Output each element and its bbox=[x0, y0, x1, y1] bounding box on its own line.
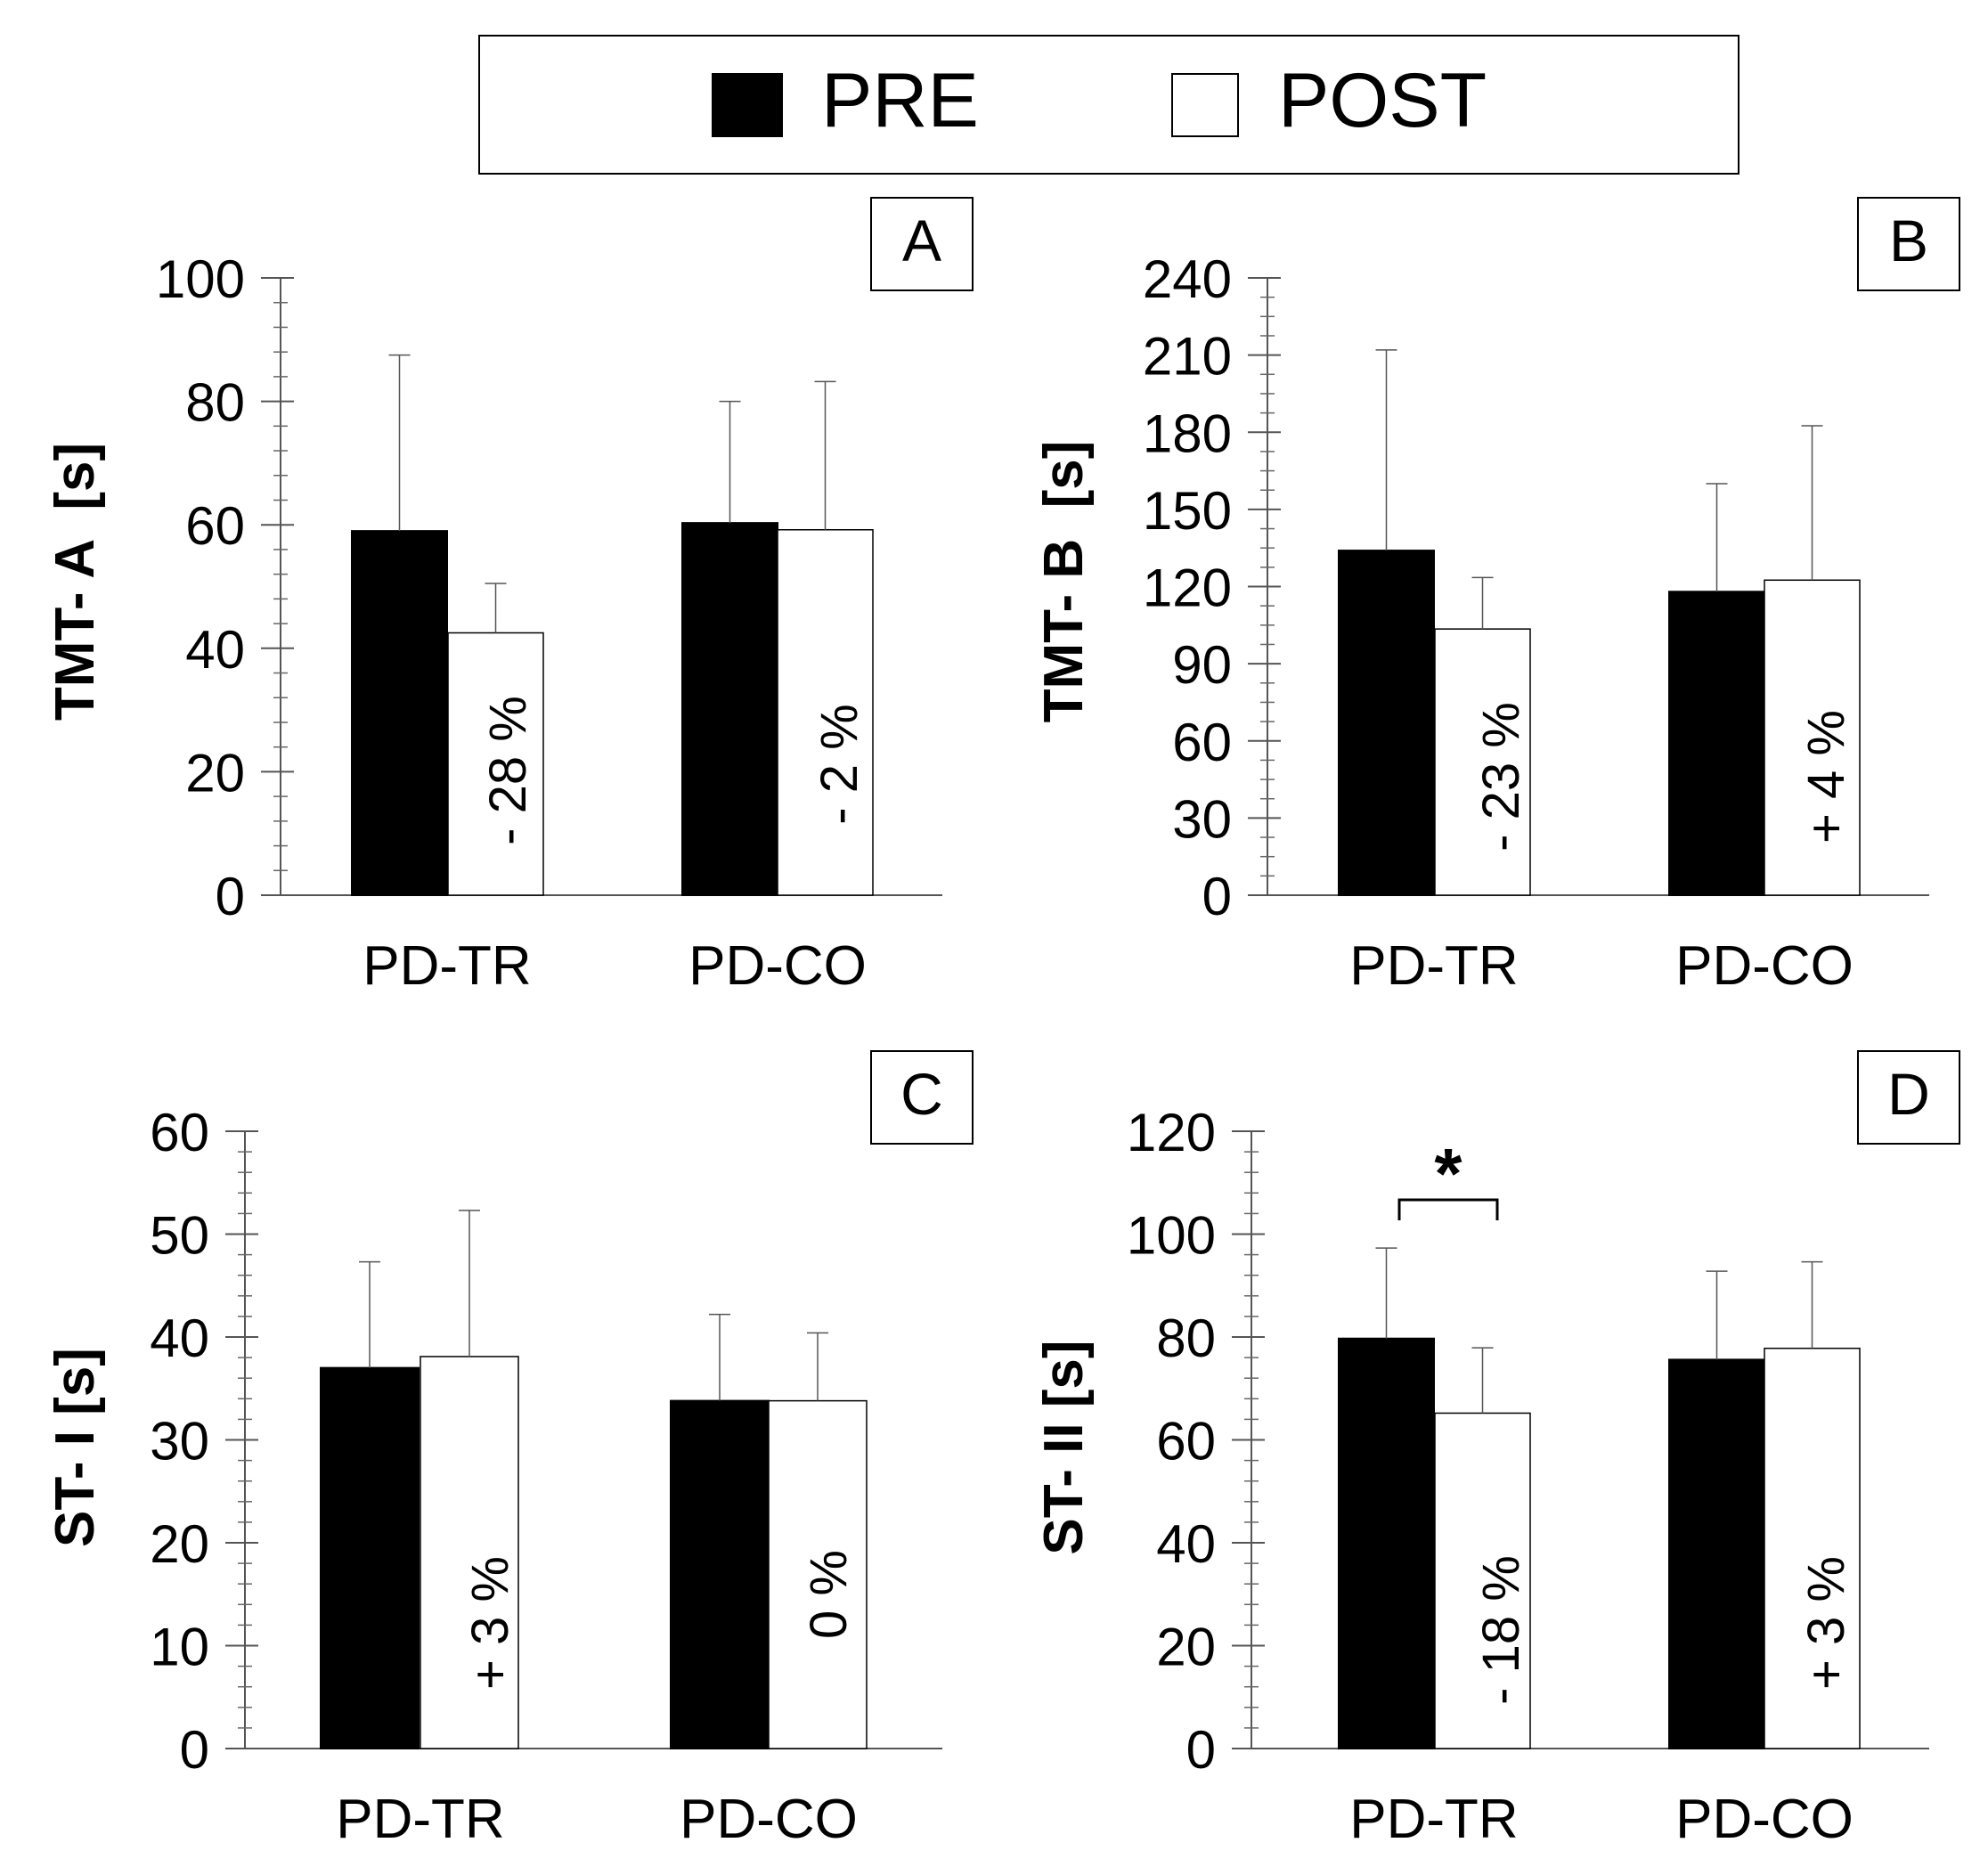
bar-pre bbox=[670, 1399, 770, 1749]
significance-bracket bbox=[1397, 1198, 1499, 1220]
y-tick-label: 180 bbox=[1143, 404, 1232, 463]
y-tick-label: 60 bbox=[185, 496, 245, 556]
y-tick-label: 10 bbox=[150, 1618, 209, 1677]
y-tick-label: 60 bbox=[1172, 713, 1232, 772]
bar-post bbox=[777, 528, 874, 896]
legend-label-pre: PRE bbox=[821, 58, 979, 143]
legend-swatch-post bbox=[1171, 73, 1239, 137]
x-tick-label: PD-TR bbox=[1349, 1789, 1518, 1850]
y-tick-label: 60 bbox=[150, 1103, 209, 1162]
x-tick-label: PD-TR bbox=[336, 1789, 504, 1850]
y-axis-label: ST- I [s] bbox=[45, 1348, 106, 1547]
panel-letter-box bbox=[870, 197, 974, 291]
y-tick-label: 0 bbox=[1186, 1720, 1216, 1780]
y-tick-label: 40 bbox=[185, 620, 245, 680]
x-tick-label: PD-CO bbox=[688, 935, 867, 997]
legend: PRE POST bbox=[478, 35, 1740, 175]
x-tick-label: PD-TR bbox=[363, 935, 531, 997]
x-tick-label: PD-CO bbox=[1675, 1789, 1854, 1850]
change-annotation: + 3 % bbox=[461, 1556, 519, 1690]
change-annotation: - 28 % bbox=[479, 696, 537, 845]
panel-b: B TMT- B [s] PD-TR PD-CO 0 30 60 90 120 150 18… bbox=[1033, 197, 1960, 997]
change-annotation: - 23 % bbox=[1472, 702, 1530, 852]
bar-post bbox=[420, 1356, 519, 1749]
y-tick-label: 40 bbox=[1156, 1514, 1216, 1574]
bar-pre bbox=[681, 522, 778, 896]
bar-post bbox=[1434, 628, 1531, 896]
panel-c: C ST- I [s] PD-TR PD-CO 0 10 20 30 40 50 60 + 3… bbox=[45, 1050, 974, 1850]
change-annotation: + 3 % bbox=[1797, 1556, 1855, 1690]
panel-letter: B bbox=[1889, 208, 1928, 273]
change-annotation: + 4 % bbox=[1797, 710, 1855, 844]
bar-post bbox=[1764, 579, 1861, 896]
panel-a: A TMT- A [s] PD-TR PD-CO 0 20 40 60 80 100 - 2… bbox=[45, 197, 974, 997]
x-tick-label: PD-TR bbox=[1349, 935, 1518, 997]
bar-pre bbox=[1668, 1358, 1765, 1750]
panel-letter-box bbox=[1857, 1050, 1960, 1145]
significance-marker: * bbox=[1434, 1134, 1462, 1213]
bar-pre bbox=[320, 1366, 420, 1750]
bar-post bbox=[1764, 1347, 1861, 1749]
panel-letter-box bbox=[1857, 197, 1960, 291]
y-tick-label: 90 bbox=[1172, 635, 1232, 695]
bar-pre bbox=[351, 530, 448, 896]
y-tick-label: 80 bbox=[185, 373, 245, 433]
x-tick-label: PD-CO bbox=[680, 1789, 858, 1850]
panel-d: D ST- II [s] PD-TR PD-CO 0 20 40 60 80 100 120… bbox=[1033, 1050, 1960, 1850]
bar-pre bbox=[1338, 550, 1435, 896]
y-tick-label: 240 bbox=[1143, 249, 1232, 309]
bar-post bbox=[768, 1399, 868, 1749]
panel-letter: A bbox=[902, 208, 941, 273]
y-tick-label: 0 bbox=[216, 867, 245, 926]
bar-post bbox=[1434, 1412, 1531, 1749]
legend-frame bbox=[478, 35, 1740, 175]
change-annotation: - 18 % bbox=[1472, 1555, 1530, 1705]
x-tick-label: PD-CO bbox=[1675, 935, 1854, 997]
y-tick-label: 50 bbox=[150, 1206, 209, 1266]
panel-letter-box bbox=[870, 1050, 974, 1145]
panel-letter: D bbox=[1887, 1061, 1930, 1127]
change-annotation: 0 % bbox=[800, 1550, 858, 1639]
panel-letter: C bbox=[900, 1061, 943, 1127]
bar-post bbox=[447, 632, 544, 896]
y-tick-label: 80 bbox=[1156, 1309, 1216, 1368]
y-tick-label: 120 bbox=[1127, 1103, 1216, 1162]
legend-label-post: POST bbox=[1278, 58, 1487, 143]
y-tick-label: 60 bbox=[1156, 1412, 1216, 1472]
y-tick-label: 150 bbox=[1143, 481, 1232, 541]
y-tick-label: 20 bbox=[185, 743, 245, 803]
y-tick-label: 0 bbox=[180, 1720, 209, 1780]
legend-swatch-pre bbox=[712, 73, 783, 137]
y-tick-label: 120 bbox=[1143, 558, 1232, 618]
y-axis-label: ST- II [s] bbox=[1033, 1340, 1095, 1554]
y-tick-label: 100 bbox=[1127, 1206, 1216, 1266]
y-axis-label: TMT- A [s] bbox=[45, 443, 106, 721]
y-tick-label: 30 bbox=[150, 1412, 209, 1472]
y-tick-label: 100 bbox=[156, 249, 245, 309]
bar-pre bbox=[1668, 591, 1765, 897]
y-tick-label: 20 bbox=[1156, 1618, 1216, 1677]
y-tick-label: 40 bbox=[150, 1309, 209, 1368]
bar-pre bbox=[1338, 1337, 1435, 1750]
y-tick-label: 30 bbox=[1172, 789, 1232, 849]
change-annotation: - 2 % bbox=[811, 704, 868, 824]
y-tick-label: 0 bbox=[1202, 867, 1232, 926]
y-axis-label: TMT- B [s] bbox=[1033, 441, 1095, 723]
y-tick-label: 210 bbox=[1143, 327, 1232, 387]
y-tick-label: 20 bbox=[150, 1514, 209, 1574]
